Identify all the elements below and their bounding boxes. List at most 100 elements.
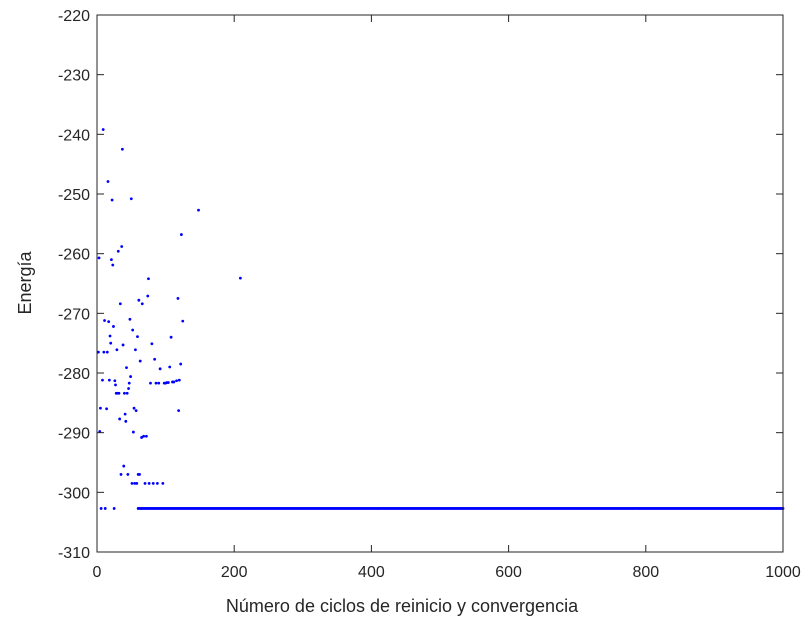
data-point: [102, 350, 106, 354]
data-point: [118, 417, 122, 421]
data-point: [126, 473, 130, 476]
data-point: [101, 128, 105, 131]
y-tick-label: -270: [58, 306, 90, 323]
data-point: [112, 325, 115, 328]
data-point: [153, 357, 157, 361]
data-point: [147, 481, 151, 485]
x-tick-label: 1000: [765, 564, 801, 581]
y-tick-label: -260: [58, 247, 90, 264]
x-axis-title: Número de ciclos de reinicio y convergen…: [226, 596, 579, 616]
data-point: [135, 481, 139, 485]
data-point: [122, 464, 126, 468]
data-point: [121, 343, 125, 347]
data-point: [123, 391, 126, 395]
data-point: [120, 245, 124, 248]
x-tick-label: 0: [93, 564, 102, 581]
data-point: [128, 317, 132, 321]
data-point: [158, 367, 162, 371]
data-point: [101, 378, 104, 382]
data-point: [181, 319, 185, 323]
y-axis-title: Energía: [15, 250, 35, 314]
x-axis: 0 200 400 600 800 1000: [93, 15, 801, 581]
y-tick-label: -220: [58, 8, 90, 25]
data-point: [154, 381, 158, 385]
data-point: [112, 507, 116, 510]
data-point: [146, 294, 150, 298]
x-tick-label: 400: [358, 564, 385, 581]
data-point: [177, 409, 181, 412]
data-point: [134, 348, 137, 352]
data-point: [138, 359, 142, 363]
data-point: [124, 419, 128, 423]
data-point: [97, 256, 101, 260]
data-point: [125, 391, 129, 395]
data-point: [140, 436, 143, 439]
data-point: [175, 379, 178, 383]
data-point: [197, 208, 200, 212]
data-point: [179, 362, 183, 366]
data-point: [179, 233, 183, 236]
data-point: [136, 335, 139, 339]
data-point: [150, 342, 154, 346]
data-point: [120, 147, 124, 151]
data-point: [161, 481, 165, 485]
data-point: [110, 198, 114, 202]
data-point: [125, 366, 128, 370]
y-axis: -310 -300 -290 -280 -270 -260 -250 -240 -230 -220: [58, 8, 783, 562]
data-point: [114, 383, 117, 387]
data-point: [108, 334, 112, 338]
data-point: [133, 481, 137, 485]
data-point: [157, 381, 161, 385]
x-tick-label: 600: [495, 564, 522, 581]
data-point: [109, 341, 113, 345]
data-point: [132, 406, 136, 410]
data-point: [111, 263, 115, 267]
data-point: [105, 350, 109, 354]
data-point: [118, 302, 122, 306]
data-point: [99, 507, 103, 510]
data-point: [177, 378, 181, 382]
data-point: [172, 380, 176, 384]
data-point: [105, 407, 109, 411]
data-point: [110, 258, 113, 262]
data-point: [107, 320, 111, 324]
data-point: [147, 277, 150, 281]
data-point: [130, 481, 134, 485]
data-point: [129, 375, 133, 378]
data-point: [155, 481, 159, 485]
data-point: [96, 350, 100, 354]
data-point: [116, 249, 120, 253]
data-point: [127, 381, 131, 385]
data-point: [140, 302, 144, 306]
data-point: [168, 365, 172, 369]
y-tick-label: -230: [58, 68, 90, 85]
data-point: [127, 387, 130, 390]
data-points: [96, 128, 785, 510]
data-point: [149, 381, 152, 385]
y-tick-label: -290: [58, 426, 90, 443]
y-tick-label: -250: [58, 187, 90, 204]
data-point: [143, 481, 147, 485]
data-point: [138, 473, 141, 476]
data-point: [113, 379, 117, 383]
data-point: [103, 319, 106, 322]
data-point: [176, 297, 180, 300]
y-tick-label: -310: [58, 545, 90, 562]
data-point: [129, 197, 133, 201]
x-tick-label: 200: [221, 564, 248, 581]
data-point: [107, 378, 111, 382]
data-point: [238, 276, 242, 280]
y-tick-label: -300: [58, 485, 90, 502]
data-point: [131, 430, 135, 434]
data-point: [166, 381, 170, 384]
data-point: [106, 180, 110, 183]
data-point: [131, 328, 135, 332]
data-point: [103, 507, 107, 510]
plot-frame: [96, 14, 784, 553]
data-point: [169, 335, 173, 339]
data-point: [137, 298, 141, 302]
data-point: [134, 409, 138, 412]
x-tick-label: 800: [632, 564, 659, 581]
data-point: [117, 391, 121, 395]
